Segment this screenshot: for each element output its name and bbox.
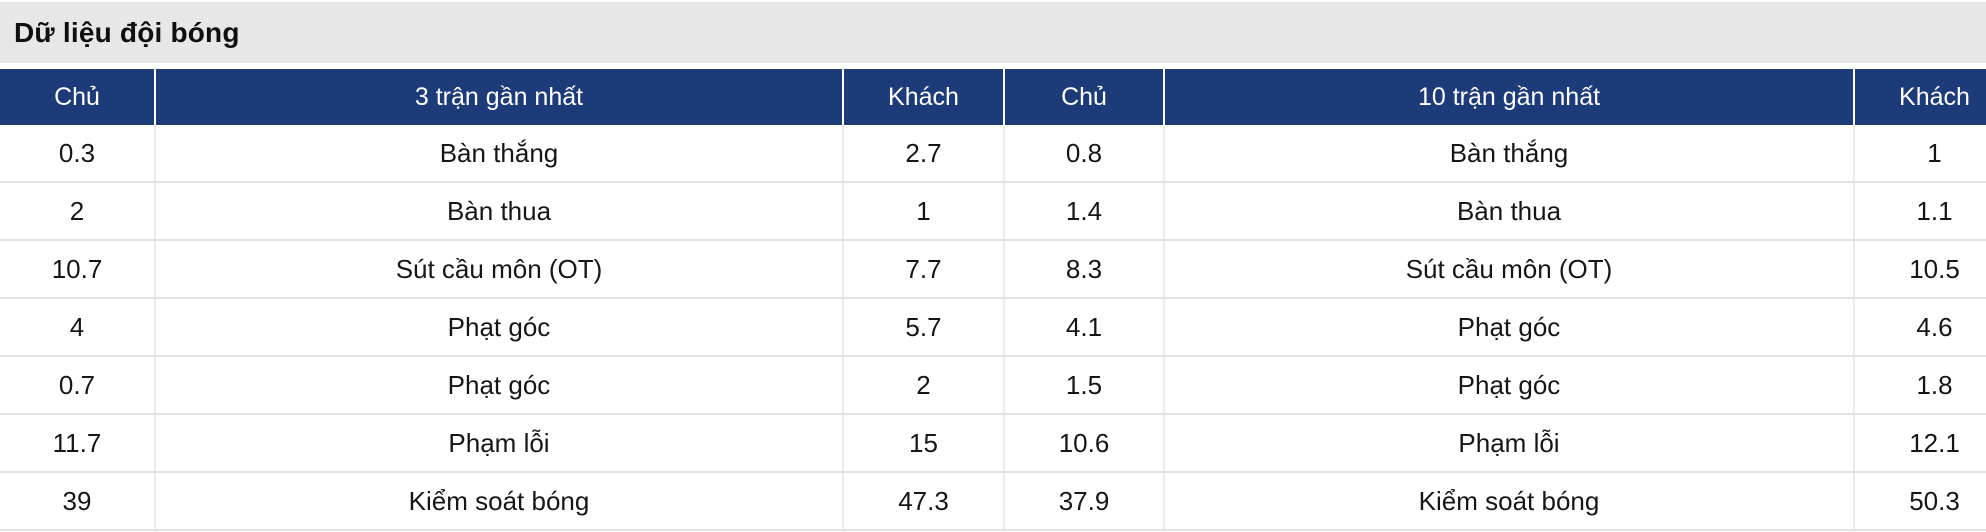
col-header-home-10: Chủ	[1004, 69, 1165, 125]
stat-name-3-cell: Bàn thắng	[155, 125, 844, 183]
stats-table-wrap: Chủ 3 trận gần nhất Khách Chủ 10 trận gầ…	[0, 69, 1986, 531]
away-10-value-cell: 1.1	[1854, 182, 1986, 241]
stat-name-10-cell: Phạm lỗi	[1164, 414, 1855, 473]
table-row: 0.7 Phạt góc 2 1.5 Phạt góc 1.8	[0, 356, 1986, 415]
stat-name-10-cell: Bàn thua	[1164, 182, 1855, 241]
stat-name-3-cell: Bàn thua	[155, 182, 844, 241]
col-header-away-3: Khách	[843, 69, 1005, 125]
home-3-value-cell: 0.3	[0, 125, 156, 183]
home-3-value-cell: 2	[0, 182, 156, 241]
stat-name-10-cell: Phạt góc	[1164, 298, 1855, 357]
away-3-value-cell: 15	[843, 414, 1005, 473]
away-3-value-cell: 5.7	[843, 298, 1005, 357]
section-title: Dữ liệu đội bóng	[14, 16, 240, 48]
col-header-home-3: Chủ	[0, 69, 156, 125]
team-stats-table: Chủ 3 trận gần nhất Khách Chủ 10 trận gầ…	[0, 69, 1986, 531]
home-10-value-cell: 1.5	[1004, 356, 1165, 415]
stat-name-3-cell: Phạm lỗi	[155, 414, 844, 473]
home-10-value-cell: 1.4	[1004, 182, 1165, 241]
table-row: 0.3 Bàn thắng 2.7 0.8 Bàn thắng 1	[0, 125, 1986, 183]
table-row: 2 Bàn thua 1 1.4 Bàn thua 1.1	[0, 182, 1986, 241]
home-10-value-cell: 8.3	[1004, 240, 1165, 299]
col-header-away-10: Khách	[1854, 69, 1986, 125]
home-10-value-cell: 10.6	[1004, 414, 1165, 473]
col-header-stat-10: 10 trận gần nhất	[1164, 69, 1855, 125]
home-3-value-cell: 4	[0, 298, 156, 357]
col-header-stat-3: 3 trận gần nhất	[155, 69, 844, 125]
table-row: 11.7 Phạm lỗi 15 10.6 Phạm lỗi 12.1	[0, 414, 1986, 473]
away-3-value-cell: 2	[843, 356, 1005, 415]
home-3-value-cell: 0.7	[0, 356, 156, 415]
away-10-value-cell: 10.5	[1854, 240, 1986, 299]
section-title-band: Dữ liệu đội bóng	[0, 2, 1986, 63]
home-10-value-cell: 4.1	[1004, 298, 1165, 357]
away-10-value-cell: 12.1	[1854, 414, 1986, 473]
away-10-value-cell: 1	[1854, 125, 1986, 183]
home-10-value-cell: 0.8	[1004, 125, 1165, 183]
away-10-value-cell: 1.8	[1854, 356, 1986, 415]
stat-name-10-cell: Sút cầu môn (OT)	[1164, 240, 1855, 299]
table-row: 39 Kiểm soát bóng 47.3 37.9 Kiểm soát bó…	[0, 472, 1986, 531]
away-3-value-cell: 2.7	[843, 125, 1005, 183]
home-3-value-cell: 39	[0, 472, 156, 531]
stat-name-3-cell: Phạt góc	[155, 356, 844, 415]
table-row: 4 Phạt góc 5.7 4.1 Phạt góc 4.6	[0, 298, 1986, 357]
stat-name-10-cell: Bàn thắng	[1164, 125, 1855, 183]
stat-name-10-cell: Kiểm soát bóng	[1164, 472, 1855, 531]
away-3-value-cell: 1	[843, 182, 1005, 241]
header-row: Chủ 3 trận gần nhất Khách Chủ 10 trận gầ…	[0, 69, 1986, 125]
away-3-value-cell: 7.7	[843, 240, 1005, 299]
stat-name-3-cell: Kiểm soát bóng	[155, 472, 844, 531]
away-10-value-cell: 50.3	[1854, 472, 1986, 531]
away-10-value-cell: 4.6	[1854, 298, 1986, 357]
table-row: 10.7 Sút cầu môn (OT) 7.7 8.3 Sút cầu mô…	[0, 240, 1986, 299]
stat-name-3-cell: Phạt góc	[155, 298, 844, 357]
home-3-value-cell: 10.7	[0, 240, 156, 299]
stat-name-10-cell: Phạt góc	[1164, 356, 1855, 415]
home-10-value-cell: 37.9	[1004, 472, 1165, 531]
away-3-value-cell: 47.3	[843, 472, 1005, 531]
stat-name-3-cell: Sút cầu môn (OT)	[155, 240, 844, 299]
home-3-value-cell: 11.7	[0, 414, 156, 473]
